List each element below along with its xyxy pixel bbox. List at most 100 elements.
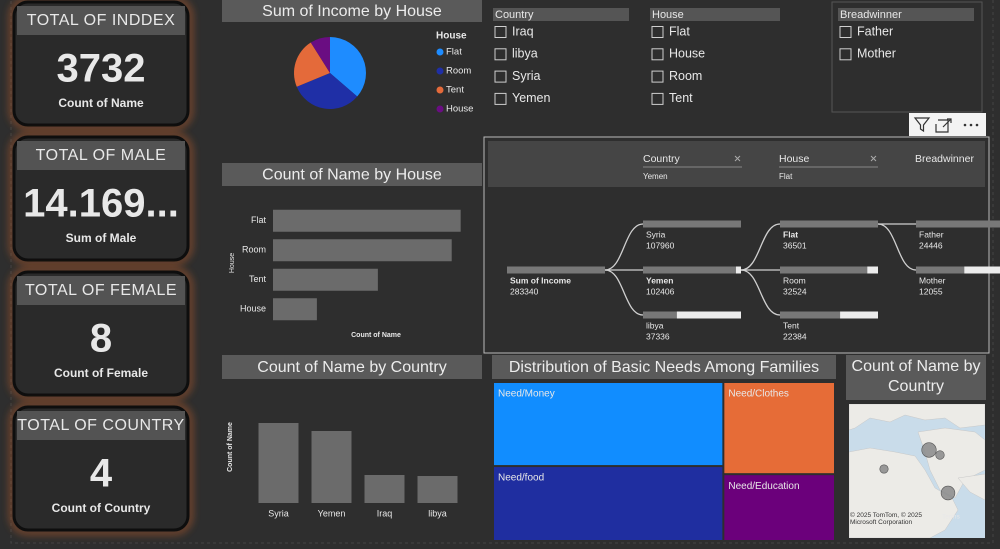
tree-link (740, 223, 781, 271)
tree-node-label: Flat (783, 229, 798, 239)
slicer-checkbox[interactable] (494, 48, 507, 61)
card-header (17, 6, 185, 35)
slicer-checkbox[interactable] (494, 92, 507, 105)
legend-label: Flat (446, 47, 462, 58)
slicer-checkbox[interactable] (839, 48, 852, 61)
slicer-item[interactable]: Yemen (512, 91, 551, 105)
tree-node-value: 283340 (510, 286, 539, 296)
card-title: TOTAL OF FEMALE (25, 282, 177, 299)
treemap-cell (494, 383, 723, 466)
tree-node-label: Mother (919, 275, 946, 285)
tree-header-close[interactable] (870, 155, 877, 162)
slicer-checkbox[interactable] (651, 70, 664, 83)
card-value: 14.169... (23, 182, 179, 226)
slicer-item[interactable]: Iraq (512, 24, 534, 38)
slicer-item[interactable]: House (669, 47, 705, 61)
legend-swatch (436, 86, 444, 94)
house-bar-title: Count of Name by House (262, 167, 442, 184)
slicer-item[interactable]: Room (669, 69, 702, 83)
x-axis-label: Count of Name (351, 332, 401, 339)
tree-bar (780, 266, 868, 274)
tree-bar-track (643, 311, 741, 319)
treemap-label: Need/Education (728, 481, 799, 492)
dot (963, 123, 967, 127)
treemap-title-band (492, 355, 836, 379)
pie-slice (330, 37, 367, 97)
bar (364, 474, 405, 503)
slicer-checkbox[interactable] (651, 26, 664, 38)
card-value: 3732 (57, 47, 146, 91)
tree-bar (643, 220, 741, 228)
tree-bar (916, 266, 965, 274)
focus-icon[interactable] (935, 118, 952, 133)
treemap-cell (724, 475, 834, 540)
treemap-label: Need/Clothes (728, 389, 789, 400)
pie-slice (296, 73, 358, 110)
slicer-checkbox[interactable] (651, 48, 664, 61)
map-attribution: © 2025 TomTom, © 2025 Microsoft Corporat… (850, 512, 922, 526)
legend-title: House (436, 31, 467, 42)
slicer-item[interactable]: Tent (669, 91, 693, 105)
slicer-item[interactable]: libya (512, 47, 538, 61)
bar (311, 430, 352, 503)
pie-slice (310, 37, 330, 73)
y-tick-label: Flat (251, 215, 267, 225)
slicer-item[interactable]: Father (857, 24, 893, 38)
treemap-cell (724, 383, 834, 474)
card-header (17, 141, 185, 170)
slicer-title: Country (495, 9, 534, 21)
tree-node-value: 12055 (919, 286, 943, 296)
map-terms[interactable]: Terms (942, 514, 960, 521)
more-icon[interactable] (963, 123, 979, 127)
slicer-item[interactable]: Flat (669, 24, 690, 38)
slicer-checkbox[interactable] (494, 26, 507, 38)
tree-link (604, 269, 644, 316)
slicer-checkbox[interactable] (651, 92, 664, 105)
filter-icon[interactable] (913, 117, 931, 133)
slicer-item[interactable]: Syria (512, 69, 541, 83)
slicer-header (493, 8, 629, 21)
tree-node-value: 37336 (646, 331, 670, 341)
card-value: 4 (90, 452, 113, 496)
bar (273, 268, 378, 291)
bar (258, 422, 299, 503)
tree-header-filter: Flat (779, 172, 793, 181)
tree-header: Country (643, 153, 681, 165)
map-title-band (846, 355, 986, 400)
slicer-title: House (652, 9, 684, 21)
legend-label: Tent (446, 85, 464, 96)
bar (273, 239, 452, 262)
card-caption: Sum of Male (66, 231, 137, 245)
map-bubble (921, 442, 937, 458)
house-bar-title-band (222, 163, 482, 186)
card-value: 8 (90, 317, 112, 361)
slicer-checkbox[interactable] (839, 26, 852, 38)
visual-header-icons (909, 113, 986, 136)
dot (969, 123, 973, 127)
tree-header: House (779, 153, 810, 165)
tree-link (604, 223, 644, 271)
tree-node-label: Sum of Income (510, 275, 571, 285)
tree-bar (780, 220, 878, 228)
tree-node-label: libya (646, 320, 664, 330)
map (849, 404, 985, 538)
tree-node-value: 22384 (783, 331, 807, 341)
slicer-item[interactable]: Mother (857, 47, 896, 61)
y-tick-label: Tent (249, 274, 267, 284)
x-tick-label: Yemen (318, 508, 346, 518)
map-bubble (879, 464, 889, 474)
y-tick-label: House (240, 304, 266, 314)
tree-node-label: Tent (783, 320, 800, 330)
slicer-checkbox[interactable] (494, 70, 507, 83)
tree-header-close[interactable] (734, 155, 741, 162)
bar (417, 476, 458, 503)
y-axis-label: Count of Name (227, 422, 234, 472)
tree-node-value: 32524 (783, 286, 807, 296)
tree-node-value: 102406 (646, 286, 675, 296)
slicer-header (650, 8, 780, 21)
card-title: TOTAL OF COUNTRY (17, 417, 184, 434)
treemap-label: Need/food (498, 473, 544, 484)
card-header (17, 411, 185, 440)
tree-node-label: Yemen (646, 275, 673, 285)
